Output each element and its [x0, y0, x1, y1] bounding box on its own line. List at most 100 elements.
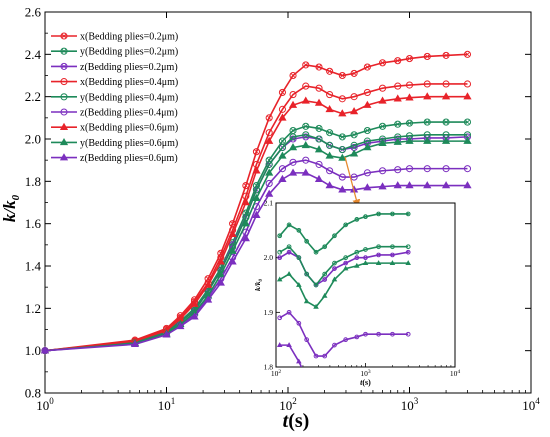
main-series-4-point: [265, 129, 273, 137]
inset-series-2-point: [376, 211, 381, 217]
main-series-2-point: [442, 118, 450, 126]
main-series-1-point: [289, 71, 297, 80]
inset-series-8-point: [276, 276, 283, 282]
main-series-7-point: [228, 229, 237, 237]
inset-series-2-point: [405, 211, 411, 217]
inset-series-5-point: [286, 244, 292, 250]
legend-entry: x(Bedding plies=0.2μm): [51, 32, 178, 43]
main-series-9-point: [288, 168, 298, 176]
inset-series-9-point: [332, 381, 336, 385]
inset-x-axis-label: t(s): [360, 378, 371, 387]
inset-series-6-point: [376, 331, 381, 337]
main-series-6-point: [405, 165, 414, 173]
main-series-5-point: [278, 143, 287, 152]
inset-series-1-point: [287, 64, 291, 68]
main-series-6-point: [363, 169, 371, 177]
inset-frame: [275, 202, 456, 368]
inset-series-1-point: [364, 48, 368, 52]
main-series-6-point: [315, 160, 323, 168]
main-series-9-point: [228, 257, 237, 265]
inset-series-4-point: [344, 125, 348, 129]
main-series-7-point: [190, 299, 199, 307]
main-series-8-point: [241, 219, 250, 227]
main-series-2-point: [302, 122, 310, 130]
main-series-8-point: [265, 168, 274, 176]
inset-series-3-point: [376, 252, 381, 258]
inset-x-tick-label: 102: [271, 369, 282, 378]
inset-series-3-point: [405, 249, 411, 255]
main-series-6-point: [423, 165, 431, 173]
inset-series-8-point: [296, 281, 302, 287]
main-series-9-point: [363, 183, 372, 191]
main-series-9-point: [40, 346, 50, 354]
inset-series-2-point: [286, 222, 292, 228]
legend-entry: y(Bedding plies=0.4μm): [51, 92, 178, 103]
inset-y-tick-label: 1.8: [264, 363, 274, 372]
main-series-4-point: [442, 80, 450, 88]
y-tick-label: 0.8: [25, 386, 41, 401]
inset-series-9: [276, 342, 410, 391]
inset-series-2-point: [363, 214, 368, 220]
legend-marker: [60, 93, 68, 101]
legend-entry: x(Bedding plies=0.6μm): [51, 123, 178, 134]
main-series-9-point: [190, 312, 199, 320]
inset-series-5-point: [296, 255, 302, 261]
inset-series-1-point: [391, 40, 395, 44]
inset-series-1-point: [314, 92, 318, 96]
main-series-8-point: [393, 137, 402, 145]
inset-series-9-point: [355, 376, 359, 380]
main-series-1-point: [350, 69, 358, 77]
inset-series-5-point: [354, 249, 360, 255]
legend-entry: z(Bedding plies=0.4μm): [51, 108, 178, 119]
main-series-1-point: [394, 57, 402, 65]
inset-y-axis-label: k/k0: [253, 278, 264, 291]
inset-series-8-point: [375, 260, 382, 265]
main-series-9-point: [203, 295, 213, 303]
inset-series-2: [277, 211, 411, 255]
inset-y-tick-label: 2.1: [264, 199, 274, 208]
main-series-1-point: [326, 67, 334, 75]
inset-series-5-point: [376, 244, 381, 250]
inset-series-5-point: [322, 271, 328, 277]
inset-series-1-line: [280, 39, 408, 94]
main-series-7-point: [393, 94, 402, 102]
inset-series-5-point: [332, 260, 337, 266]
main-series-9-point: [325, 181, 334, 189]
legend-label: z(Bedding plies=0.6μm): [80, 153, 178, 164]
inset-series-3-point: [322, 277, 328, 282]
main-series-1-point: [463, 50, 472, 58]
main-series-6-point: [350, 173, 358, 181]
inset-series-3-point: [286, 249, 292, 255]
main-series-2-point: [338, 133, 346, 141]
inset-series-6-point: [363, 331, 368, 337]
inset-series-2-point: [296, 227, 302, 233]
main-series-5-point: [252, 186, 261, 194]
legend-marker: [60, 32, 68, 40]
inset-series-6-point: [332, 342, 337, 348]
main-series-8-point: [363, 143, 372, 151]
x-tick-label: 101: [158, 396, 176, 413]
main-series-9-point: [301, 168, 310, 176]
main-series-9-point: [338, 185, 347, 193]
main-series-8-point: [278, 151, 287, 159]
main-series-9-point: [176, 321, 185, 330]
inset-series-7-point: [297, 163, 301, 167]
main-series-7-point: [278, 113, 287, 121]
main-series-9: [40, 168, 472, 354]
y-tick-label: 2.6: [25, 5, 42, 20]
legend-entry: y(Bedding plies=0.2μm): [51, 47, 178, 58]
main-series-7-point: [325, 104, 334, 113]
x-tick-label: 100: [36, 396, 54, 413]
inset-series-1-point: [355, 54, 359, 58]
inset-series-9-point: [276, 342, 283, 347]
inset-series-9-point: [314, 387, 318, 391]
main-series-5-point: [326, 141, 334, 149]
inset-series-9-point: [406, 376, 410, 380]
main-series-5-point: [265, 160, 273, 168]
main-series-9-point: [378, 182, 387, 190]
inset-series-9-point: [323, 387, 327, 391]
inset-series-2-point: [343, 222, 349, 228]
main-series-5-point: [315, 135, 323, 143]
main-series-2-point: [278, 137, 287, 145]
y-tick-label: 1.4: [25, 259, 42, 274]
